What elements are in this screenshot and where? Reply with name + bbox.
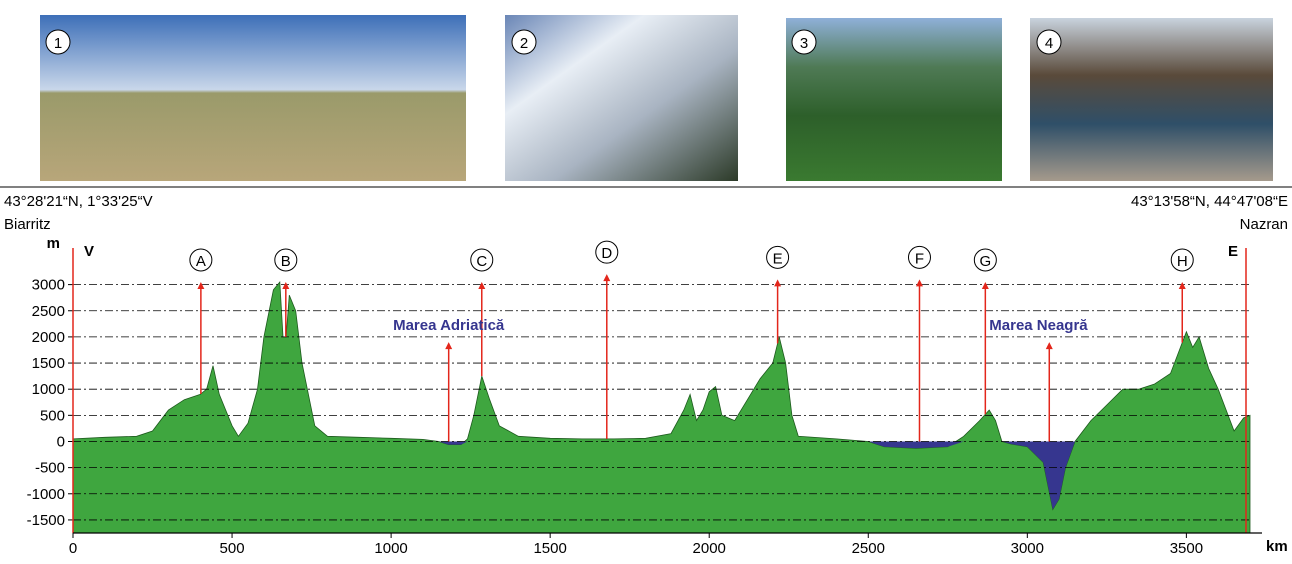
x-tick-label: 2000	[693, 540, 726, 557]
photo	[1030, 18, 1273, 181]
marker-arrow-head	[915, 279, 923, 287]
y-tick-label: 1500	[32, 355, 65, 372]
photo-number-circle	[511, 29, 537, 55]
photo-number-circle	[791, 29, 817, 55]
x-tick-label: 2500	[852, 540, 885, 557]
start-coords: 43°28'21“N, 1°33'25“V	[4, 193, 153, 210]
marker-label: E	[773, 250, 783, 267]
x-tick-label: 1500	[533, 540, 566, 557]
sea-arrow-head	[1045, 342, 1053, 350]
marker-arrow-head	[197, 281, 205, 289]
y-tick-label: 2500	[32, 303, 65, 320]
marker-arrow-head	[774, 279, 782, 287]
photo-number: 4	[1045, 35, 1053, 52]
y-tick-label: 2000	[32, 329, 65, 346]
marker-arrow-head	[478, 281, 486, 289]
marker-arrow-head	[603, 274, 611, 282]
marker-circle	[973, 248, 997, 272]
marker-circle	[274, 248, 298, 272]
marker-circle	[1170, 248, 1194, 272]
y-tick-label: 1000	[32, 381, 65, 398]
marker-label: A	[196, 253, 206, 270]
marker-circle	[907, 245, 931, 269]
sea-arrow-head	[445, 342, 453, 350]
end-label: Nazran	[1240, 216, 1288, 233]
marker-circle	[595, 240, 619, 264]
y-unit: m	[47, 235, 60, 252]
x-tick-label: 3500	[1170, 540, 1203, 557]
marker-arrow-head	[981, 281, 989, 289]
photo-number: 1	[54, 35, 62, 52]
terrain	[72, 280, 1251, 534]
y-tick-label: 0	[57, 433, 65, 450]
west-label: V	[84, 243, 94, 260]
end-coords: 43°13'58“N, 44°47'08“E	[1131, 193, 1288, 210]
sea-label: Marea Adriatică	[393, 317, 505, 334]
marker-label: G	[979, 253, 991, 270]
photo	[40, 15, 466, 181]
marker-circle	[189, 248, 213, 272]
marker-circle	[470, 248, 494, 272]
marker-circle	[766, 245, 790, 269]
x-tick-label: 0	[69, 540, 77, 557]
photo-number-circle	[1036, 29, 1062, 55]
marker-label: F	[915, 250, 924, 267]
y-tick-label: -500	[35, 460, 65, 477]
x-tick-label: 3000	[1011, 540, 1044, 557]
photo-number: 2	[520, 35, 528, 52]
marker-label: D	[601, 245, 612, 262]
start-label: Biarritz	[4, 216, 51, 233]
x-tick-label: 500	[220, 540, 245, 557]
x-unit: km	[1266, 538, 1288, 555]
marker-arrow-head	[282, 281, 290, 289]
marker-label: C	[476, 253, 487, 270]
y-tick-label: -1500	[27, 512, 65, 529]
east-label: E	[1228, 243, 1238, 260]
photo-number-circle	[45, 29, 71, 55]
photo	[505, 15, 738, 181]
y-tick-label: 500	[40, 407, 65, 424]
marker-label: H	[1177, 253, 1188, 270]
photos	[40, 15, 1273, 181]
y-tick-label: -1000	[27, 486, 65, 503]
sea-label: Marea Neagră	[989, 317, 1088, 334]
marker-label: B	[281, 253, 291, 270]
x-tick-label: 1000	[374, 540, 407, 557]
photo-number: 3	[800, 35, 808, 52]
photo	[786, 18, 1002, 181]
marker-arrow-head	[1178, 281, 1186, 289]
y-tick-label: 3000	[32, 277, 65, 294]
